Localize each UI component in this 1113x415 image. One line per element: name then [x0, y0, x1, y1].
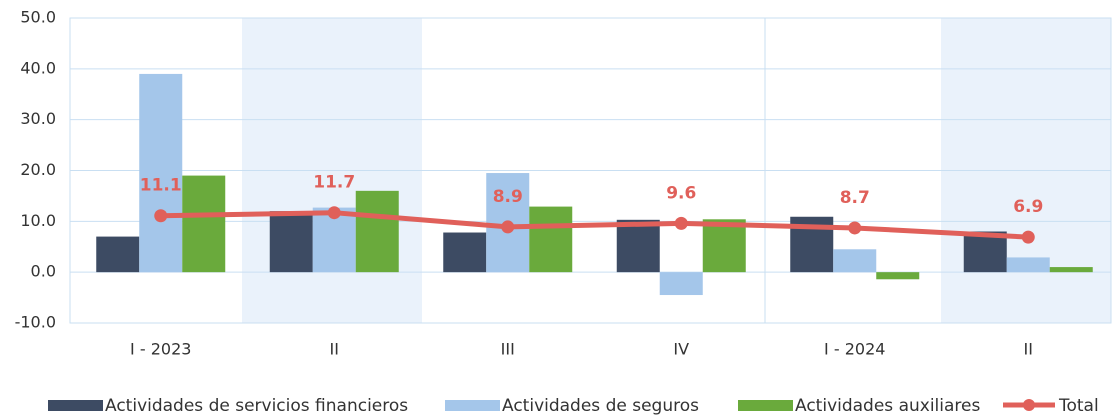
- bar: [1049, 267, 1093, 273]
- data-label: 8.7: [840, 188, 870, 208]
- legend-label: Total: [1058, 396, 1099, 415]
- data-label: 8.9: [493, 187, 523, 207]
- legend-swatch: [738, 400, 793, 411]
- data-label: 11.7: [313, 173, 355, 193]
- data-label: 9.6: [666, 183, 696, 203]
- bar: [355, 190, 399, 273]
- bar: [702, 219, 746, 273]
- x-tick-label: II: [330, 340, 339, 359]
- total-point: [1021, 230, 1035, 244]
- total-point: [848, 221, 862, 235]
- bar: [963, 231, 1007, 273]
- bar: [833, 249, 877, 273]
- x-tick-label: I - 2023: [130, 340, 191, 359]
- y-tick-label: 40.0: [20, 58, 56, 77]
- y-tick-label: 30.0: [20, 109, 56, 128]
- y-tick-label: 50.0: [20, 8, 56, 27]
- total-point: [674, 216, 688, 230]
- x-tick-label: III: [501, 340, 515, 359]
- legend-swatch: [48, 400, 103, 411]
- data-label: 11.1: [140, 176, 182, 196]
- y-tick-label: 0.0: [31, 262, 56, 281]
- total-point: [501, 220, 515, 234]
- bar: [182, 175, 226, 273]
- bar: [529, 206, 573, 273]
- bar: [616, 219, 660, 273]
- legend-label: Actividades de servicios financieros: [105, 396, 408, 415]
- total-point: [154, 209, 168, 223]
- x-tick-label: I - 2024: [824, 340, 885, 359]
- bar: [96, 236, 140, 273]
- y-tick-label: 20.0: [20, 160, 56, 179]
- y-tick-label: -10.0: [15, 313, 56, 332]
- legend-swatch: [1023, 399, 1035, 411]
- bar: [876, 272, 920, 280]
- total-point: [327, 206, 341, 220]
- bar: [659, 272, 703, 296]
- total-line: [160, 210, 1029, 240]
- legend-label: Actividades auxiliares: [795, 396, 980, 415]
- data-label: 6.9: [1013, 197, 1043, 217]
- y-tick-label: 10.0: [20, 211, 56, 230]
- legend-swatch: [445, 400, 500, 411]
- legend-label: Actividades de seguros: [502, 396, 699, 415]
- bar: [139, 73, 183, 273]
- x-tick-label: IV: [673, 340, 689, 359]
- bar: [443, 232, 487, 273]
- bar: [1006, 257, 1050, 273]
- x-tick-label: II: [1024, 340, 1033, 359]
- bar: [269, 211, 313, 273]
